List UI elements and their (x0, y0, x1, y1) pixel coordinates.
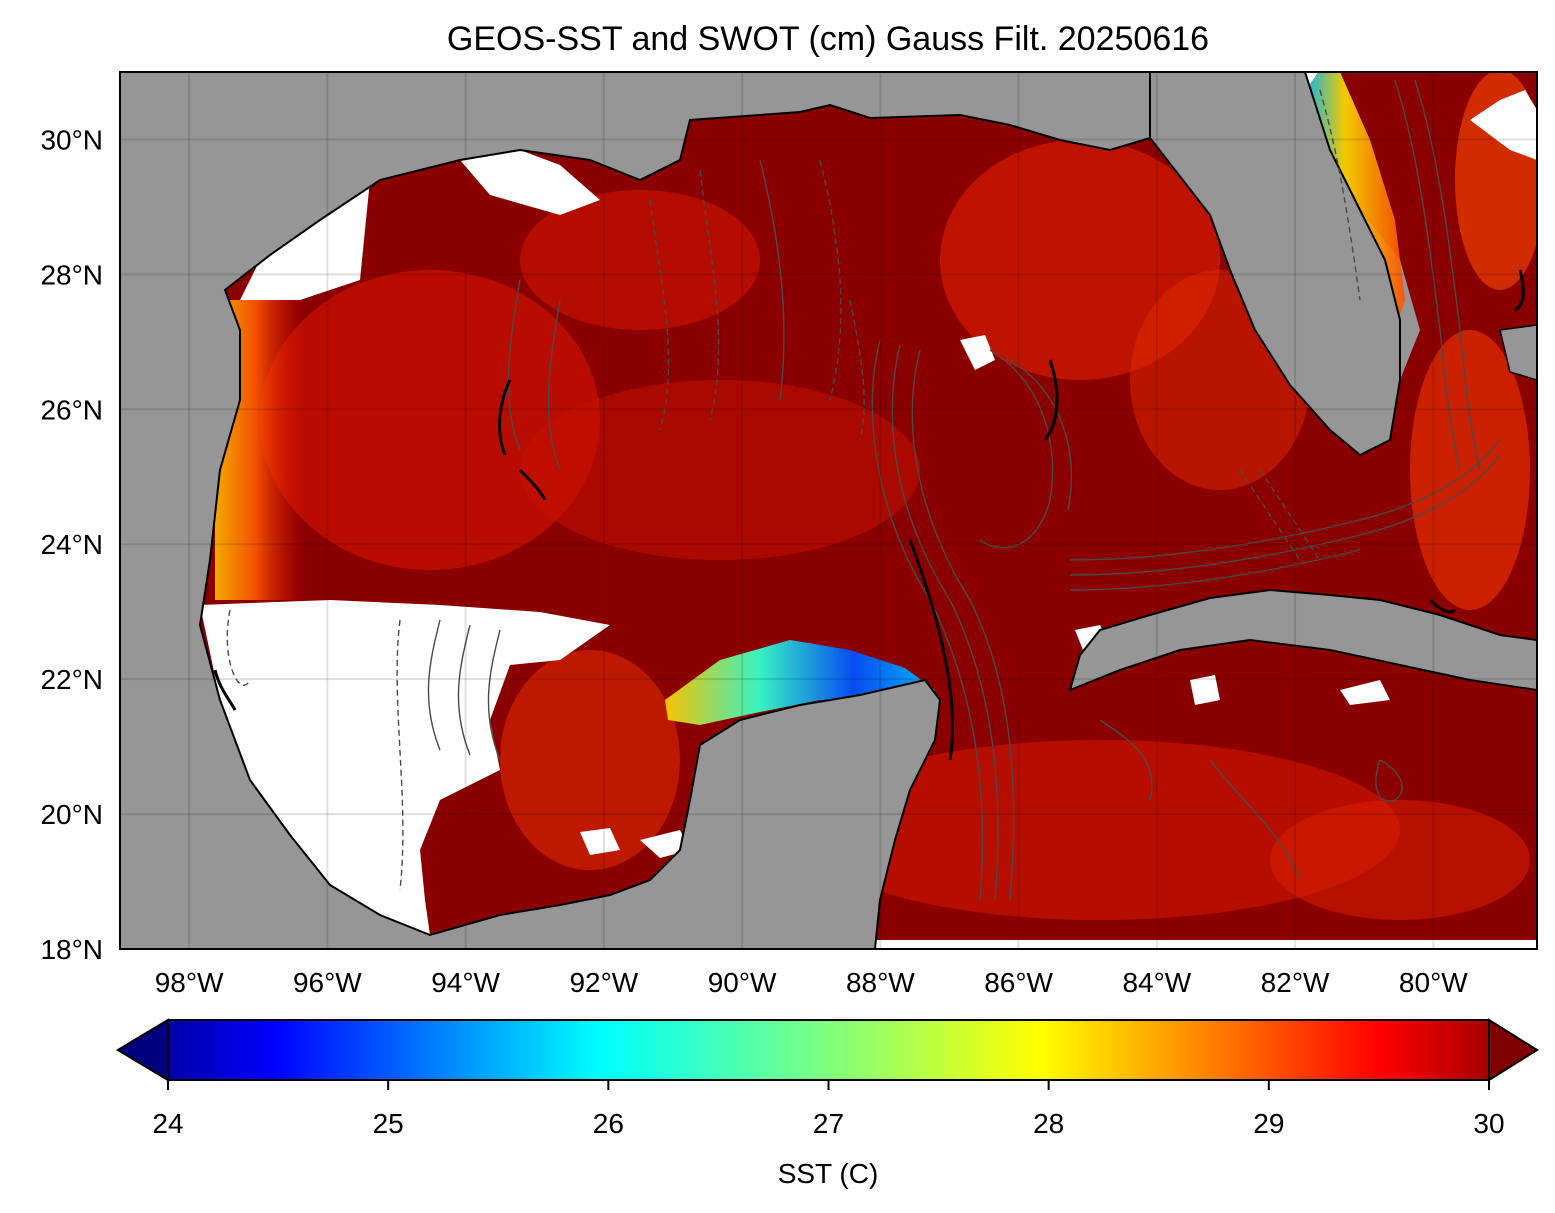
colorbar-bar (118, 1020, 1537, 1080)
lon-tick-label: 88°W (846, 967, 915, 998)
lon-tick-label: 80°W (1399, 967, 1468, 998)
colorbar-label: SST (C) (778, 1158, 879, 1189)
lon-tick-label: 86°W (984, 967, 1053, 998)
lat-tick-label: 28°N (40, 259, 103, 290)
colorbar-tick-label: 28 (1033, 1108, 1064, 1139)
lat-tick-label: 20°N (40, 799, 103, 830)
colorbar-ticks: 24 25 26 27 28 29 30 (152, 1080, 1504, 1139)
lat-tick-label: 22°N (40, 664, 103, 695)
colorbar-tick-label: 27 (813, 1108, 844, 1139)
lon-tick-label: 82°W (1261, 967, 1330, 998)
map-panel (120, 70, 1545, 949)
lon-tick-label: 94°W (431, 967, 500, 998)
lon-tick-label: 92°W (569, 967, 638, 998)
colorbar-extend-min (118, 1020, 168, 1080)
lat-tick-label: 24°N (40, 529, 103, 560)
colorbar-tick-label: 24 (152, 1108, 183, 1139)
colorbar: 24 25 26 27 28 29 30 SST (C) (118, 1020, 1537, 1189)
longitude-axis: 98°W 96°W 94°W 92°W 90°W 88°W 86°W 84°W 82°W 80°W (155, 967, 1469, 998)
lon-tick-label: 84°W (1122, 967, 1191, 998)
lat-tick-label: 26°N (40, 394, 103, 425)
lon-tick-label: 90°W (708, 967, 777, 998)
chart-title: GEOS-SST and SWOT (cm) Gauss Filt. 20250… (447, 20, 1209, 58)
latitude-axis: 18°N 20°N 22°N 24°N 26°N 28°N 30°N (40, 124, 103, 965)
colorbar-tick-label: 29 (1253, 1108, 1284, 1139)
lon-tick-label: 98°W (155, 967, 224, 998)
colorbar-tick-label: 26 (593, 1108, 624, 1139)
lat-tick-label: 18°N (40, 934, 103, 965)
colorbar-tick-label: 25 (373, 1108, 404, 1139)
colorbar-extend-max (1489, 1020, 1537, 1080)
lon-tick-label: 96°W (293, 967, 362, 998)
colorbar-tick-label: 30 (1473, 1108, 1504, 1139)
lat-tick-label: 30°N (40, 124, 103, 155)
